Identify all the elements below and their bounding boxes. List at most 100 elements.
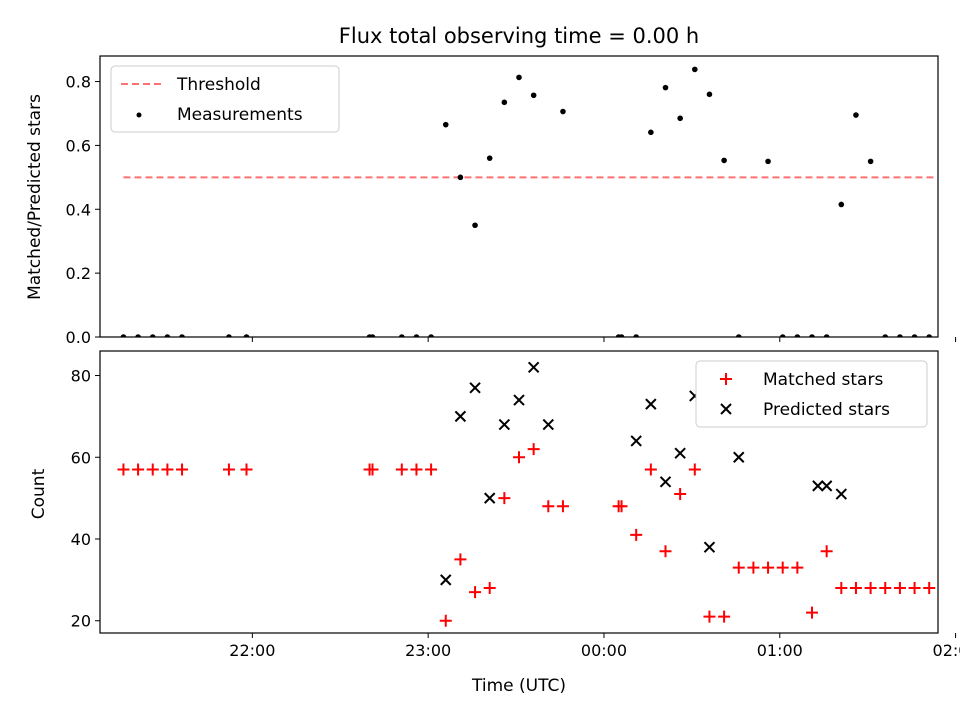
measurement-point: [149, 334, 156, 337]
matched-star-marker: [908, 582, 921, 595]
predicted-star-marker: [513, 394, 525, 406]
matched-star-marker: [703, 610, 716, 623]
matched-star-marker: [718, 610, 731, 623]
matched-star-marker: [132, 463, 145, 476]
bottom-axes-frame: [99, 350, 939, 634]
matched-star-marker: [527, 443, 540, 456]
matched-star-marker: [923, 582, 936, 595]
matched-star-marker: [893, 582, 906, 595]
bottom-xtick-label: 02:00: [933, 641, 960, 660]
top-ylabel: Matched/Predicted stars: [25, 94, 45, 300]
matched-star-marker: [395, 463, 408, 476]
measurement-point: [457, 174, 464, 181]
measurement-point: [633, 334, 640, 337]
matched-star-marker: [791, 561, 804, 574]
top-plot: 0.0 0.2 0.4 0.6 0.8: [66, 55, 957, 347]
measurement-point: [735, 334, 742, 337]
bottom-legend: Matched stars Predicted stars: [695, 360, 928, 428]
matched-star-marker: [240, 463, 253, 476]
predicted-star-marker: [483, 492, 496, 504]
bottom-xtick-label: 23:00: [405, 641, 451, 660]
bottom-xlabel: Time (UTC): [471, 676, 566, 696]
measurement-point: [413, 334, 420, 337]
matched-star-marker: [410, 463, 423, 476]
matched-star-marker: [117, 463, 130, 476]
matched-star-marker: [820, 545, 833, 558]
matched-star-marker: [806, 606, 819, 619]
bottom-xtick-label: 22:00: [229, 641, 275, 660]
predicted-star-marker: [440, 574, 452, 586]
matched-star-marker: [732, 561, 745, 574]
matched-star-marker: [425, 463, 438, 476]
bottom-ytick-label: 60: [71, 448, 91, 467]
top-plot-area: [120, 66, 938, 337]
top-axes-frame: [99, 55, 939, 338]
measurement-point: [442, 121, 449, 128]
matched-star-marker: [747, 561, 760, 574]
predicted-star-marker: [469, 382, 481, 394]
predicted-star-marker: [527, 361, 540, 374]
measurements-legend-label: Measurements: [177, 105, 303, 125]
matched-star-marker: [513, 451, 525, 464]
predicted-star-marker: [542, 418, 555, 431]
measurement-point: [882, 334, 889, 337]
measurement-point: [164, 334, 171, 337]
top-ytick-label: 0.2: [66, 264, 91, 283]
top-legend-box: [110, 65, 340, 133]
matched-star-marker: [146, 463, 159, 476]
threshold-legend-label: Threshold: [176, 75, 261, 95]
predicted-star-marker: [812, 480, 824, 492]
matched-star-marker: [469, 586, 482, 599]
bottom-ytick-label: 20: [71, 612, 91, 631]
measurement-point: [765, 158, 771, 165]
bottom-ytick-label: 40: [71, 530, 91, 549]
top-ytick-label: 0.6: [66, 136, 91, 155]
measurement-point: [530, 92, 537, 99]
measurement-point: [560, 108, 566, 115]
predicted-star-marker: [645, 398, 657, 410]
matched-star-marker: [659, 545, 672, 558]
measurement-point: [369, 334, 376, 337]
matched-legend-label: Matched stars: [763, 370, 883, 390]
measurement-point: [911, 334, 918, 337]
top-legend: Threshold Measurements: [110, 65, 340, 133]
measurement-point: [853, 112, 859, 118]
measurement-point: [867, 158, 874, 165]
matched-star-marker: [615, 500, 628, 513]
measurement-point: [486, 155, 493, 161]
predicted-legend-label: Predicted stars: [763, 400, 890, 420]
matched-legend-swatch: [720, 373, 732, 385]
bottom-xtick-label: 01:00: [757, 641, 803, 660]
matched-star-marker: [849, 582, 862, 595]
bottom-xtick-label: 00:00: [581, 641, 627, 660]
predicted-star-marker: [820, 480, 833, 492]
measurements-legend-swatch: [136, 112, 142, 118]
matched-star-marker: [688, 463, 701, 476]
bottom-ytick-label: 80: [71, 367, 91, 386]
matched-star-marker: [176, 463, 189, 476]
matched-star-marker: [222, 463, 235, 476]
measurement-point: [501, 99, 508, 106]
measurement-point: [706, 91, 713, 98]
measurement-point: [926, 334, 933, 337]
measurement-point: [618, 334, 625, 337]
top-ytick-label: 0.8: [66, 73, 91, 92]
measurement-point: [226, 334, 232, 337]
predicted-star-marker: [498, 418, 511, 431]
predicted-star-marker: [674, 447, 686, 459]
top-ytick-label: 0.0: [66, 328, 91, 347]
top-chart-title: Flux total observing time = 0.00 h: [339, 24, 699, 48]
matched-star-marker: [542, 500, 555, 513]
predicted-star-marker: [835, 488, 848, 500]
measurement-point: [648, 129, 654, 136]
matched-star-marker: [762, 561, 775, 574]
measurement-point: [398, 334, 405, 337]
measurement-point: [794, 334, 801, 337]
predicted-star-marker: [659, 476, 672, 488]
matched-star-marker: [776, 561, 789, 574]
measurement-point: [516, 74, 522, 81]
predicted-star-marker: [454, 410, 467, 423]
bottom-ylabel: Count: [29, 468, 49, 519]
measurement-point: [897, 334, 903, 337]
